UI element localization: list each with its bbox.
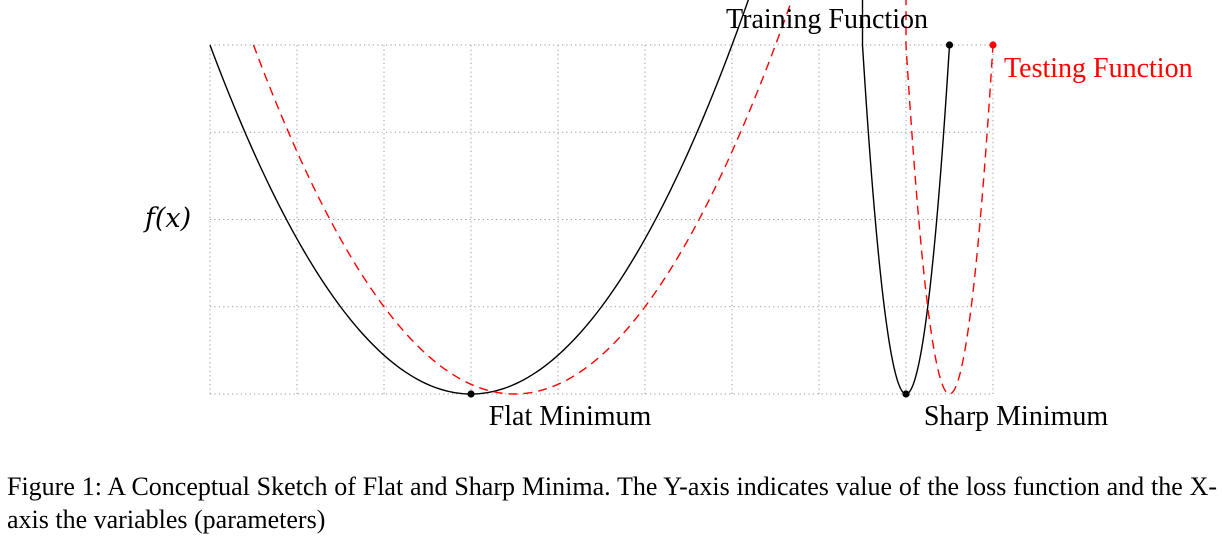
- chart-svg: Training Function Testing Function Flat …: [143, 0, 1193, 432]
- series-line-training-function: [209, 0, 951, 395]
- figure-caption: Figure 1: A Conceptual Sketch of Flat an…: [7, 472, 1217, 534]
- testing-function-label: Testing Function: [1004, 53, 1193, 84]
- figure-chart: Training Function Testing Function Flat …: [143, 0, 1193, 432]
- series-line-testing-function: [252, 0, 994, 395]
- flat-minimum-label: Flat Minimum: [489, 401, 652, 432]
- curves: [209, 0, 994, 395]
- y-axis-label: f(x): [143, 203, 191, 234]
- data-point-marker: [989, 41, 997, 49]
- training-function-label: Training Function: [726, 4, 928, 35]
- data-point-marker: [945, 41, 954, 49]
- sharp-minimum-label: Sharp Minimum: [924, 401, 1109, 432]
- grid: [209, 44, 994, 395]
- markers: [467, 41, 997, 398]
- data-point-marker: [902, 390, 910, 398]
- data-point-marker: [467, 390, 475, 398]
